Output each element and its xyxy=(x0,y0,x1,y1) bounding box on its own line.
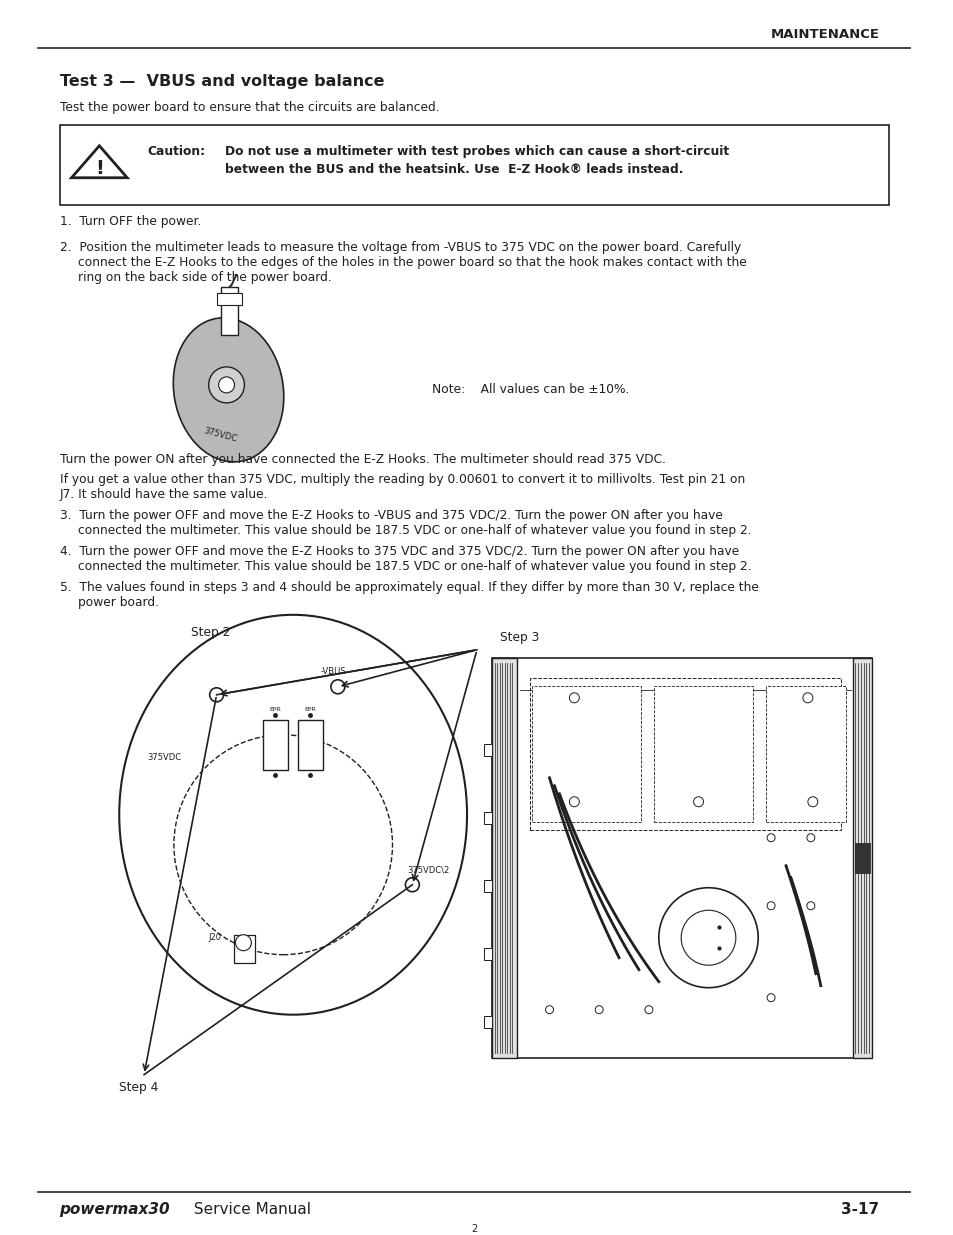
Circle shape xyxy=(569,797,578,806)
Text: 2: 2 xyxy=(471,1224,476,1234)
Text: powermax30: powermax30 xyxy=(59,1202,170,1218)
Circle shape xyxy=(210,688,223,701)
FancyBboxPatch shape xyxy=(765,685,844,821)
Circle shape xyxy=(806,834,814,842)
Text: Step 3: Step 3 xyxy=(499,631,538,645)
Text: connected the multimeter. This value should be 187.5 VDC or one-half of whatever: connected the multimeter. This value sho… xyxy=(77,525,750,537)
Circle shape xyxy=(802,693,812,703)
Circle shape xyxy=(807,797,817,806)
FancyBboxPatch shape xyxy=(529,678,840,830)
FancyBboxPatch shape xyxy=(59,125,888,205)
Circle shape xyxy=(331,679,344,694)
Circle shape xyxy=(218,377,234,393)
Circle shape xyxy=(766,902,774,910)
Circle shape xyxy=(569,693,578,703)
Circle shape xyxy=(766,834,774,842)
Text: Step 2: Step 2 xyxy=(191,626,230,640)
FancyBboxPatch shape xyxy=(220,287,238,335)
Text: power board.: power board. xyxy=(77,597,158,609)
Text: between the BUS and the heatsink. Use  E-Z Hook® leads instead.: between the BUS and the heatsink. Use E-… xyxy=(224,163,682,177)
Text: connected the multimeter. This value should be 187.5 VDC or one-half of whatever: connected the multimeter. This value sho… xyxy=(77,561,750,573)
Text: 1.  Turn OFF the power.: 1. Turn OFF the power. xyxy=(59,215,201,228)
Circle shape xyxy=(644,1005,652,1014)
Circle shape xyxy=(235,935,252,951)
FancyBboxPatch shape xyxy=(216,293,242,305)
Circle shape xyxy=(545,1005,553,1014)
Ellipse shape xyxy=(119,615,467,1015)
Text: 3.  Turn the power OFF and move the E-Z Hooks to -VBUS and 375 VDC/2. Turn the p: 3. Turn the power OFF and move the E-Z H… xyxy=(59,509,721,522)
Text: Step 4: Step 4 xyxy=(119,1081,158,1094)
Text: EPR: EPR xyxy=(269,708,281,713)
Text: Caution:: Caution: xyxy=(147,146,205,158)
FancyBboxPatch shape xyxy=(653,685,753,821)
Text: 4.  Turn the power OFF and move the E-Z Hooks to 375 VDC and 375 VDC/2. Turn the: 4. Turn the power OFF and move the E-Z H… xyxy=(59,546,738,558)
Text: -VBUS: -VBUS xyxy=(320,667,345,677)
Text: 2.  Position the multimeter leads to measure the voltage from -VBUS to 375 VDC o: 2. Position the multimeter leads to meas… xyxy=(59,241,740,254)
Text: 375VDC: 375VDC xyxy=(203,426,238,443)
Text: Turn the power ON after you have connected the E-Z Hooks. The multimeter should : Turn the power ON after you have connect… xyxy=(59,453,665,467)
FancyBboxPatch shape xyxy=(492,658,872,1057)
FancyBboxPatch shape xyxy=(852,658,872,1057)
Text: !: ! xyxy=(95,159,104,178)
FancyBboxPatch shape xyxy=(492,658,517,1057)
FancyBboxPatch shape xyxy=(233,935,255,963)
Circle shape xyxy=(806,902,814,910)
FancyBboxPatch shape xyxy=(483,947,492,960)
FancyBboxPatch shape xyxy=(297,720,323,769)
FancyBboxPatch shape xyxy=(854,842,869,873)
Text: Test 3 —  VBUS and voltage balance: Test 3 — VBUS and voltage balance xyxy=(59,74,384,89)
Circle shape xyxy=(595,1005,602,1014)
FancyBboxPatch shape xyxy=(483,743,492,756)
Text: 375VDC: 375VDC xyxy=(147,753,181,762)
FancyBboxPatch shape xyxy=(483,1015,492,1028)
Text: Do not use a multimeter with test probes which can cause a short-circuit: Do not use a multimeter with test probes… xyxy=(224,146,728,158)
Text: J7. It should have the same value.: J7. It should have the same value. xyxy=(59,488,268,501)
Circle shape xyxy=(405,878,419,892)
FancyBboxPatch shape xyxy=(483,811,492,824)
Circle shape xyxy=(659,888,758,988)
Circle shape xyxy=(209,367,244,403)
Text: 5.  The values found in steps 3 and 4 should be approximately equal. If they dif: 5. The values found in steps 3 and 4 sho… xyxy=(59,582,758,594)
Text: J20: J20 xyxy=(209,934,221,942)
FancyBboxPatch shape xyxy=(263,720,288,769)
Text: EPR: EPR xyxy=(304,708,315,713)
FancyBboxPatch shape xyxy=(531,685,640,821)
Text: Test the power board to ensure that the circuits are balanced.: Test the power board to ensure that the … xyxy=(59,101,438,115)
Circle shape xyxy=(766,994,774,1002)
Text: MAINTENANCE: MAINTENANCE xyxy=(770,28,879,42)
Text: connect the E-Z Hooks to the edges of the holes in the power board so that the h: connect the E-Z Hooks to the edges of th… xyxy=(77,257,745,269)
FancyBboxPatch shape xyxy=(483,879,492,892)
Circle shape xyxy=(680,910,735,966)
Circle shape xyxy=(693,797,702,806)
Text: 375VDC\2: 375VDC\2 xyxy=(407,866,449,874)
Text: Service Manual: Service Manual xyxy=(189,1202,311,1218)
Text: ring on the back side of the power board.: ring on the back side of the power board… xyxy=(77,272,331,284)
Ellipse shape xyxy=(173,317,283,462)
Text: Note:    All values can be ±10%.: Note: All values can be ±10%. xyxy=(432,383,629,396)
Text: If you get a value other than 375 VDC, multiply the reading by 0.00601 to conver: If you get a value other than 375 VDC, m… xyxy=(59,473,744,487)
Text: 3-17: 3-17 xyxy=(841,1202,879,1218)
Polygon shape xyxy=(71,146,127,178)
